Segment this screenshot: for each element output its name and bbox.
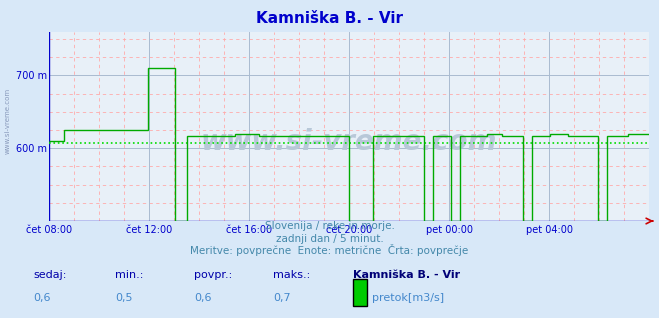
- Text: Slovenija / reke in morje.: Slovenija / reke in morje.: [264, 221, 395, 231]
- Text: Kamniška B. - Vir: Kamniška B. - Vir: [353, 270, 460, 280]
- Text: Kamniška B. - Vir: Kamniška B. - Vir: [256, 11, 403, 26]
- Text: 0,7: 0,7: [273, 293, 291, 302]
- Text: sedaj:: sedaj:: [33, 270, 67, 280]
- Text: maks.:: maks.:: [273, 270, 311, 280]
- Text: povpr.:: povpr.:: [194, 270, 233, 280]
- Text: zadnji dan / 5 minut.: zadnji dan / 5 minut.: [275, 234, 384, 244]
- Text: www.si-vreme.com: www.si-vreme.com: [201, 128, 498, 156]
- Text: 0,6: 0,6: [33, 293, 51, 302]
- Text: 0,6: 0,6: [194, 293, 212, 302]
- Text: www.si-vreme.com: www.si-vreme.com: [5, 88, 11, 154]
- Text: Meritve: povprečne  Enote: metrične  Črta: povprečje: Meritve: povprečne Enote: metrične Črta:…: [190, 245, 469, 256]
- Text: pretok[m3/s]: pretok[m3/s]: [372, 293, 444, 302]
- Text: min.:: min.:: [115, 270, 144, 280]
- Text: 0,5: 0,5: [115, 293, 133, 302]
